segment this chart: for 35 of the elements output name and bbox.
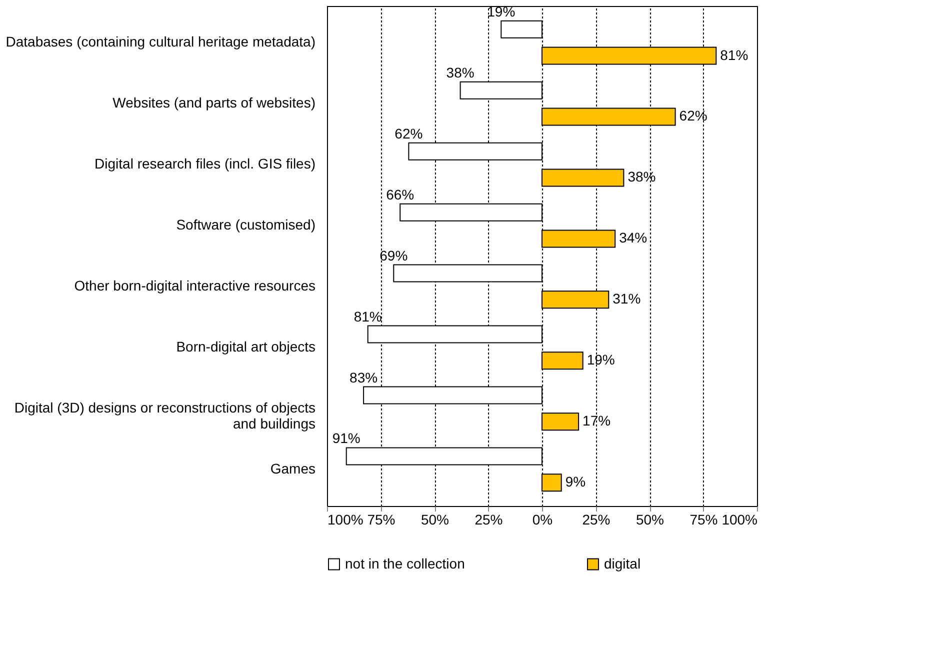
x-tick-label: 100%	[722, 512, 758, 528]
x-tick-label: 100%	[328, 512, 364, 528]
x-tick-label: 50%	[636, 512, 664, 528]
data-label: 34%	[619, 230, 648, 246]
data-label: 19%	[487, 3, 516, 20]
data-label: 83%	[350, 369, 378, 386]
y-tick-label: Software (customised)	[176, 216, 316, 233]
x-tick-label: 50%	[420, 512, 450, 528]
data-label: 62%	[679, 108, 708, 124]
data-label: 38%	[446, 64, 474, 80]
data-label: 66%	[386, 186, 414, 202]
data-label: 81%	[720, 46, 748, 63]
y-tick-label: Digital (3D) designs or reconstructions of objects and buildings	[14, 399, 316, 432]
y-tick-label: Games	[270, 460, 316, 476]
data-label: 19%	[586, 352, 615, 368]
legend-label: not in the collection	[345, 555, 465, 572]
data-label: 17%	[582, 412, 611, 429]
legend-label: digital	[604, 555, 641, 572]
data-label: 91%	[332, 430, 360, 446]
y-tick-label: Born-digital art objects	[176, 338, 316, 354]
data-label: 62%	[394, 125, 423, 142]
x-tick-label: 25%	[474, 512, 503, 528]
y-tick-label: Digital research files (incl. GIS files)	[94, 156, 316, 172]
x-tick-label: 25%	[582, 512, 610, 528]
x-tick-label: 75%	[367, 512, 396, 528]
x-tick-label: 75%	[690, 512, 718, 528]
data-label: 38%	[628, 168, 656, 185]
y-tick-label: Websites (and parts of websites)	[112, 94, 316, 111]
data-label: 81%	[354, 308, 382, 324]
data-label: 69%	[380, 247, 408, 264]
y-tick-label: Databases (containing cultural heritage metadata)	[6, 34, 316, 50]
data-label: 31%	[612, 290, 641, 307]
y-tick-label: Other born-digital interactive resources	[74, 277, 316, 294]
data-label: 9%	[565, 474, 586, 490]
x-tick-label: 0%	[532, 512, 553, 528]
